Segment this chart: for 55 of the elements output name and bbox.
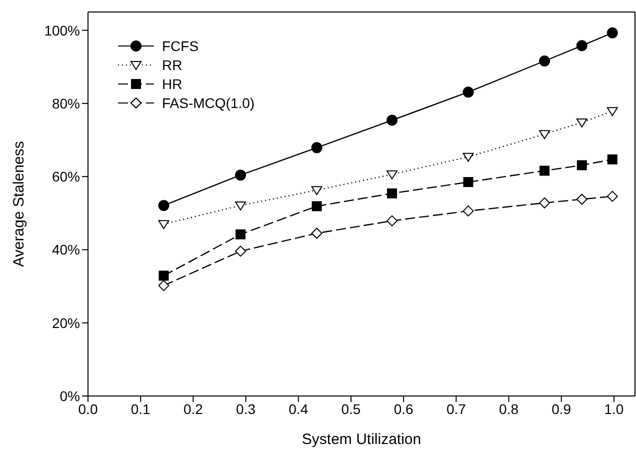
point (539, 130, 550, 140)
x-tick-label: 0.0 (78, 400, 98, 417)
point (235, 201, 246, 210)
point (539, 56, 550, 67)
point (311, 228, 322, 239)
point (311, 186, 322, 196)
point (235, 246, 246, 257)
point (236, 229, 246, 240)
x-tick-label: 0.4 (288, 400, 308, 417)
point (386, 114, 398, 126)
point (540, 166, 550, 176)
y-tick-label: 80% (52, 95, 80, 112)
legend-label: FAS-MCQ(1.0) (162, 94, 255, 110)
point (312, 201, 322, 212)
point (158, 200, 170, 211)
point (539, 197, 550, 208)
point (576, 160, 587, 170)
y-tick-label: 100% (44, 22, 80, 38)
point (607, 154, 618, 164)
point (462, 205, 474, 216)
legend-label: RR (162, 56, 182, 72)
point (606, 107, 618, 116)
point (387, 188, 398, 198)
point (158, 280, 170, 292)
point (462, 86, 474, 98)
y-tick-label: 20% (52, 314, 80, 331)
x-tick-label: 0.3 (236, 400, 256, 417)
legend-label: HR (162, 76, 182, 92)
point (576, 40, 588, 52)
point (576, 118, 588, 128)
x-tick-label: 0.9 (552, 400, 572, 417)
point (576, 194, 588, 205)
point (386, 170, 398, 180)
point (606, 27, 618, 38)
point (311, 142, 322, 154)
x-tick-label: 0.2 (183, 400, 204, 417)
x-tick-label: 0.7 (446, 400, 466, 417)
y-tick-label: 60% (52, 168, 80, 185)
point (606, 190, 618, 202)
point (462, 152, 474, 162)
x-tick-label: 0.5 (341, 400, 361, 417)
point (235, 170, 246, 181)
point (158, 220, 170, 230)
x-tick-label: 1.0 (604, 400, 624, 417)
y-tick-label: 40% (52, 242, 80, 258)
point (463, 177, 474, 188)
point (386, 215, 398, 226)
y-axis-title: Average Staleness (10, 141, 28, 267)
point (158, 270, 169, 281)
x-axis-title: System Utilization (302, 431, 422, 448)
legend-label: FCFS (162, 38, 199, 54)
x-tick-label: 0.1 (130, 400, 151, 417)
y-tick-label: 0% (60, 388, 80, 404)
x-tick-label: 0.8 (499, 400, 519, 417)
x-tick-label: 0.6 (394, 400, 414, 417)
